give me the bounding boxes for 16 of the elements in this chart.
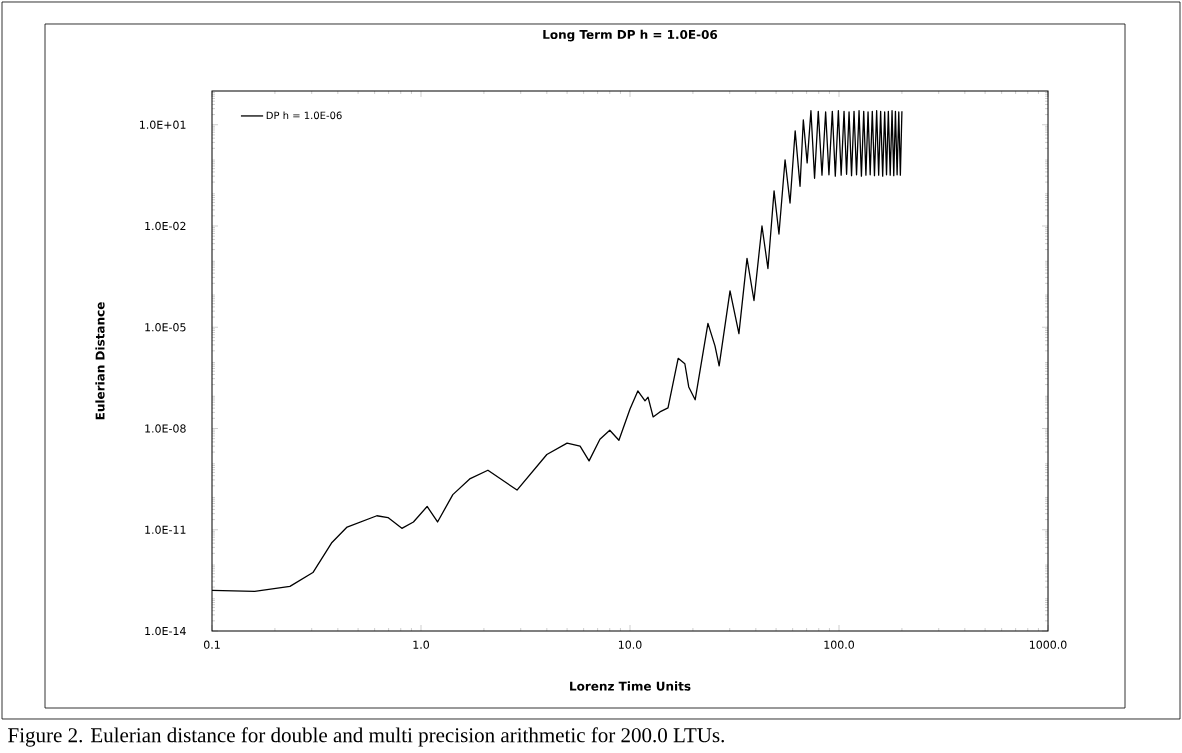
y-axis-title: Eulerian Distance [95,302,105,420]
legend-label: DP h = 1.0E-06 [266,111,342,120]
y-tick-label: 1.0E-14 [145,626,186,636]
x-tick-label: 100.0 [824,640,855,649]
y-tick-label: 1.0E-08 [145,424,186,433]
y-tick-label: 1.0E-11 [145,525,186,534]
y-tick-label: 1.0E-05 [145,323,186,332]
x-tick-label: 1000.0 [1029,640,1067,649]
x-tick-label: 10.0 [618,640,642,649]
chart-title: Long Term DP h = 1.0E-06 [543,29,718,42]
y-tick-label: 1.0E-02 [145,221,186,231]
y-tick-label: 1.0E+01 [140,120,186,129]
x-tick-label: 0.1 [203,640,220,649]
x-axis-title: Lorenz Time Units [570,681,691,691]
caption: Figure 2. Eulerian distance for double and multi precision arithmetic for 200.0 LTUs. [8,727,724,747]
x-tick-label: 1.0 [413,640,430,649]
